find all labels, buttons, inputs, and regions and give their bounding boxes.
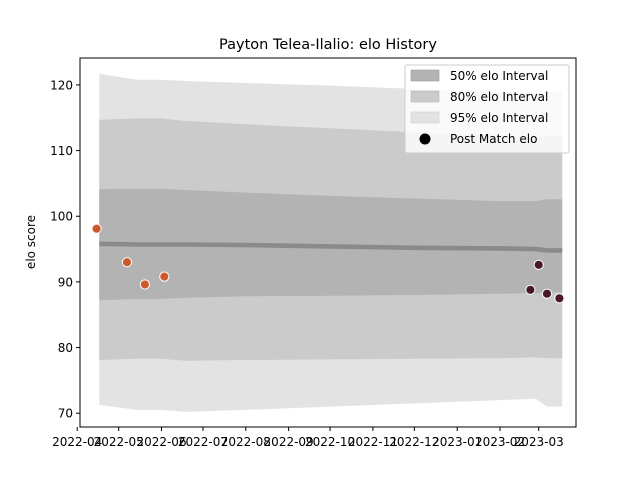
chart-title: Payton Telea-Ilalio: elo History: [219, 37, 437, 53]
x-axis-ticks: 2022-042022-052022-062022-072022-082022-…: [52, 427, 564, 449]
y-tick-label: 80: [58, 341, 73, 355]
post-match-points: [91, 223, 565, 304]
legend-label-50: 50% elo Interval: [450, 69, 548, 83]
legend-marker-post-match: [419, 133, 431, 145]
x-tick-label: 2022-10: [305, 435, 355, 449]
x-tick-label: 2023-03: [514, 435, 564, 449]
mean-line-layer: [99, 241, 563, 253]
y-tick-label: 70: [58, 407, 73, 421]
post-match-point-4: [159, 271, 170, 282]
legend-frame: [404, 64, 570, 154]
legend-label-95: 95% elo Interval: [450, 111, 548, 125]
x-tick-label: 2022-04: [52, 435, 102, 449]
y-axis-label: elo score: [24, 215, 38, 269]
post-match-point-1: [91, 223, 102, 234]
legend: 50% elo Interval 80% elo Interval 95% el…: [404, 64, 570, 154]
x-tick-label: 2022-08: [221, 435, 271, 449]
x-tick-label: 2022-07: [178, 435, 228, 449]
legend-swatch-50: [410, 69, 440, 82]
x-tick-label: 2023-01: [432, 435, 482, 449]
interval-bands: [99, 73, 563, 412]
post-match-point-2: [121, 257, 133, 268]
x-tick-label: 2022-06: [136, 435, 186, 449]
legend-swatch-95: [410, 111, 440, 124]
y-tick-label: 120: [50, 78, 73, 92]
x-tick-label: 2023-02: [475, 435, 525, 449]
x-tick-label: 2022-05: [94, 435, 144, 449]
y-axis-ticks: 70 80 90 100 110 120: [50, 78, 80, 421]
y-tick-label: 100: [50, 210, 73, 224]
post-match-point-5: [525, 284, 536, 295]
post-match-point-7: [541, 288, 553, 299]
x-tick-label: 2022-11: [348, 435, 398, 449]
plot-frame: [79, 57, 577, 428]
y-tick-label: 90: [58, 275, 73, 289]
legend-swatch-80: [410, 90, 440, 103]
y-tick-label: 110: [50, 144, 73, 158]
legend-label-80: 80% elo Interval: [450, 90, 548, 104]
x-tick-label: 2022-09: [264, 435, 314, 449]
x-tick-label: 2022-12: [389, 435, 439, 449]
post-match-point-8: [554, 293, 565, 304]
mean-elo-line: [99, 241, 563, 253]
post-match-point-3: [139, 279, 150, 290]
legend-label-post-match: Post Match elo: [450, 132, 537, 146]
post-match-point-6: [533, 259, 544, 270]
